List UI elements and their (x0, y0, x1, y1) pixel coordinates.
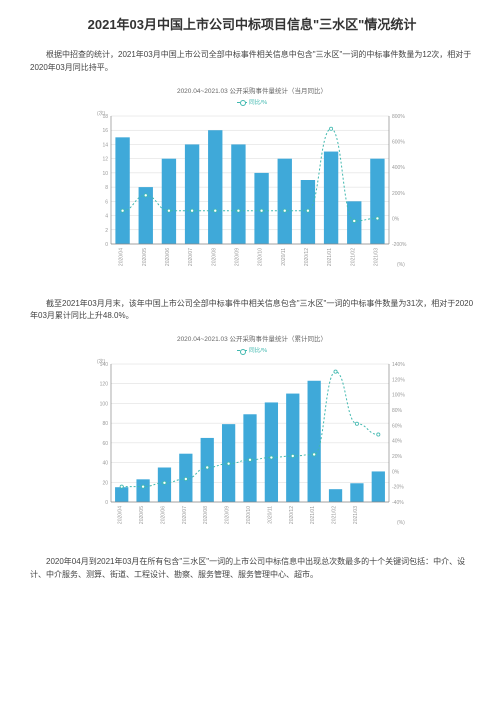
svg-text:2020/05: 2020/05 (142, 247, 148, 265)
svg-text:14: 14 (102, 142, 108, 148)
svg-text:2021/02: 2021/02 (350, 247, 356, 265)
svg-text:2021/01: 2021/01 (327, 247, 333, 265)
svg-text:100%: 100% (392, 393, 405, 399)
svg-text:2020/04: 2020/04 (118, 506, 124, 524)
svg-text:-40%: -40% (392, 500, 404, 506)
svg-text:0: 0 (105, 500, 108, 506)
svg-text:2021/03: 2021/03 (353, 506, 359, 524)
svg-text:40%: 40% (392, 439, 403, 445)
svg-text:2021/03: 2021/03 (373, 247, 379, 265)
svg-text:80: 80 (102, 421, 108, 427)
svg-text:2020/12: 2020/12 (304, 247, 310, 265)
svg-text:2020/08: 2020/08 (203, 506, 209, 524)
svg-text:2020/11: 2020/11 (281, 247, 287, 265)
svg-text:-20%: -20% (392, 485, 404, 491)
chart-2-block: 2020.04~2021.03 公开采购事件量统计（累计同比） 同比/% 0 20… (87, 333, 417, 528)
paragraph-1: 根据中招查的统计，2021年03月中国上市公司全部中标事件相关信息中包含"三水区… (30, 49, 474, 75)
svg-text:120%: 120% (392, 378, 405, 384)
chart-1-title: 2020.04~2021.03 公开采购事件量统计（当月同比） (87, 85, 417, 95)
chart-1-svg: 024681012141618(次)-200%0%200%400%600%800… (87, 110, 417, 270)
chart-2-legend: 同比/% (87, 345, 417, 354)
svg-text:0%: 0% (392, 470, 400, 476)
svg-text:2020/09: 2020/09 (225, 506, 231, 524)
chart-2-title: 2020.04~2021.03 公开采购事件量统计（累计同比） (87, 333, 417, 343)
paragraph-2: 截至2021年03月月末，该年中国上市公司全部中标事件中相关信息包含"三水区"一… (30, 298, 474, 324)
svg-text:2020/10: 2020/10 (258, 247, 264, 265)
chart-1-block: 2020.04~2021.03 公开采购事件量统计（当月同比） 同比/% 0 2 4… (87, 85, 417, 270)
svg-text:0%: 0% (392, 216, 400, 222)
svg-text:6: 6 (105, 199, 108, 205)
svg-text:(%): (%) (397, 520, 405, 526)
svg-text:2020/07: 2020/07 (188, 247, 194, 265)
svg-text:600%: 600% (392, 139, 405, 145)
svg-text:2020/04: 2020/04 (119, 247, 125, 265)
paragraph-3: 2020年04月到2021年03月在所有包含"三水区"一词的上市公司中标信息中出… (30, 556, 474, 582)
svg-text:120: 120 (100, 382, 109, 388)
page-title: 2021年03月中国上市公司中标项目信息"三水区"情况统计 (30, 14, 474, 33)
svg-text:2020/06: 2020/06 (165, 247, 171, 265)
svg-text:(次): (次) (97, 358, 106, 365)
svg-text:12: 12 (102, 156, 108, 162)
svg-text:2020/07: 2020/07 (182, 506, 188, 524)
svg-text:2020/08: 2020/08 (211, 247, 217, 265)
svg-text:-200%: -200% (392, 242, 407, 248)
svg-text:2021/01: 2021/01 (310, 506, 316, 524)
svg-text:2: 2 (105, 227, 108, 233)
svg-text:100: 100 (100, 402, 109, 408)
svg-text:2020/10: 2020/10 (246, 506, 252, 524)
svg-text:20%: 20% (392, 454, 403, 460)
svg-text:60%: 60% (392, 424, 403, 430)
svg-text:40: 40 (102, 461, 108, 467)
chart-1-legend: 同比/% (87, 97, 417, 106)
svg-text:60: 60 (102, 441, 108, 447)
svg-text:140%: 140% (392, 362, 405, 368)
svg-text:4: 4 (105, 213, 108, 219)
svg-text:(次): (次) (97, 110, 106, 117)
svg-text:10: 10 (102, 170, 108, 176)
chart-2-svg: 020406080100120140(次)-40%-20%0%20%40%60%… (87, 358, 417, 528)
svg-text:2020/11: 2020/11 (267, 506, 273, 524)
svg-text:80%: 80% (392, 408, 403, 414)
svg-text:16: 16 (102, 128, 108, 134)
svg-text:200%: 200% (392, 190, 405, 196)
svg-text:0: 0 (105, 242, 108, 248)
svg-text:2020/06: 2020/06 (160, 506, 166, 524)
svg-text:2020/12: 2020/12 (289, 506, 295, 524)
svg-text:2020/05: 2020/05 (139, 506, 145, 524)
svg-text:2021/02: 2021/02 (332, 506, 338, 524)
svg-text:8: 8 (105, 185, 108, 191)
svg-text:2020/09: 2020/09 (234, 247, 240, 265)
svg-text:(%): (%) (397, 262, 405, 268)
svg-text:20: 20 (102, 480, 108, 486)
svg-text:400%: 400% (392, 165, 405, 171)
svg-text:800%: 800% (392, 114, 405, 120)
